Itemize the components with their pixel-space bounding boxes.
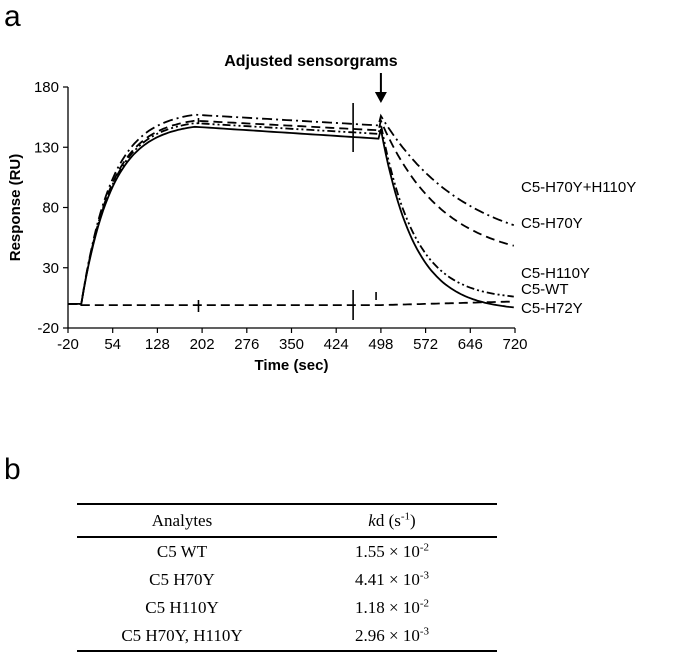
cell-kd: 1.18 × 10-2 [287, 594, 497, 622]
table-row: C5 H70Y 4.41 × 10-3 [77, 566, 497, 594]
y-tick-label: 180 [34, 79, 59, 96]
sensorgram-chart: -20 30 80 130 180 -20 54 128 202 276 350 424 498 572 6… [7, 53, 636, 374]
annotation-text: Adjusted sensorgrams [224, 53, 397, 70]
kd-mantissa: 1.55 × 10 [354, 542, 420, 561]
series-line-2 [68, 122, 514, 305]
chart-annotation: Adjusted sensorgrams [224, 53, 398, 103]
cell-kd: 2.96 × 10-3 [287, 622, 497, 652]
x-tick-label: 572 [413, 336, 438, 353]
series-line-1 [68, 117, 515, 305]
cell-analyte: C5 H70Y [149, 570, 215, 589]
header-analytes: Analytes [77, 503, 287, 538]
panel-label-b: b [4, 453, 21, 486]
x-tick-label: 128 [145, 336, 170, 353]
kd-exp: -3 [419, 625, 429, 638]
x-tick-label: 202 [190, 336, 215, 353]
y-tick-label: 30 [42, 260, 59, 277]
table-row: C5 H70Y, H110Y 2.96 × 10-3 [77, 622, 497, 652]
x-tick-label: 350 [279, 336, 304, 353]
header-kd-italic: k [368, 510, 376, 530]
x-tick-label: 646 [458, 336, 483, 353]
x-tick-label: 720 [502, 336, 527, 353]
chart-axes: -20 30 80 130 180 -20 54 128 202 276 350 424 498 572 6… [7, 79, 528, 374]
kd-exp: -2 [419, 597, 429, 610]
cell-analyte: C5 WT [156, 542, 208, 561]
x-tick-label: 54 [104, 336, 121, 353]
x-tick-label: 276 [234, 336, 259, 353]
y-tick-label: 130 [34, 139, 59, 156]
cell-kd: 1.55 × 10-2 [287, 537, 497, 566]
series-label-2: C5-H110Y [521, 265, 590, 282]
series-line-0 [68, 113, 515, 305]
table-row: C5 WT 1.55 × 10-2 [77, 537, 497, 566]
series-label-3: C5-WT [521, 281, 569, 298]
header-kd: kd (s-1) [287, 503, 497, 538]
kd-mantissa: 2.96 × 10 [354, 626, 420, 645]
y-tick-label: -20 [37, 320, 59, 337]
series-label-4: C5-H72Y [521, 300, 583, 317]
annotation-arrow-head [374, 92, 387, 103]
table-header-row: Analytes kd (s-1) [77, 503, 497, 538]
header-kd-close: ) [410, 510, 416, 530]
x-tick-label: -20 [57, 336, 79, 353]
kd-mantissa: 1.18 × 10 [354, 598, 420, 617]
x-tick-label: 498 [368, 336, 393, 353]
series-line-3 [68, 125, 514, 309]
cell-analyte: C5 H110Y [145, 598, 219, 617]
cell-kd: 4.41 × 10-3 [287, 566, 497, 594]
kd-exp: -2 [419, 541, 429, 554]
cell-analyte: C5 H70Y, H110Y [77, 622, 287, 652]
kd-exp: -3 [419, 569, 429, 582]
kd-mantissa: 4.41 × 10 [354, 570, 420, 589]
x-tick-label: 424 [324, 336, 349, 353]
series-label-0: C5-H70Y+H110Y [521, 179, 636, 196]
y-tick-label: 80 [42, 200, 59, 217]
series-lines [68, 103, 515, 320]
series-label-1: C5-H70Y [521, 215, 583, 232]
table-row: C5 H110Y 1.18 × 10-2 [77, 594, 497, 622]
panel-label-a: a [4, 0, 21, 33]
x-axis-title: Time (sec) [255, 357, 329, 374]
kd-table: Analytes kd (s-1) C5 WT 1.55 × 10-2 C5 H… [77, 503, 497, 652]
header-kd-exp: -1 [400, 509, 411, 522]
header-kd-rest: d (s [375, 510, 401, 530]
series-line-4 [68, 300, 514, 306]
y-axis-title: Response (RU) [7, 154, 24, 262]
